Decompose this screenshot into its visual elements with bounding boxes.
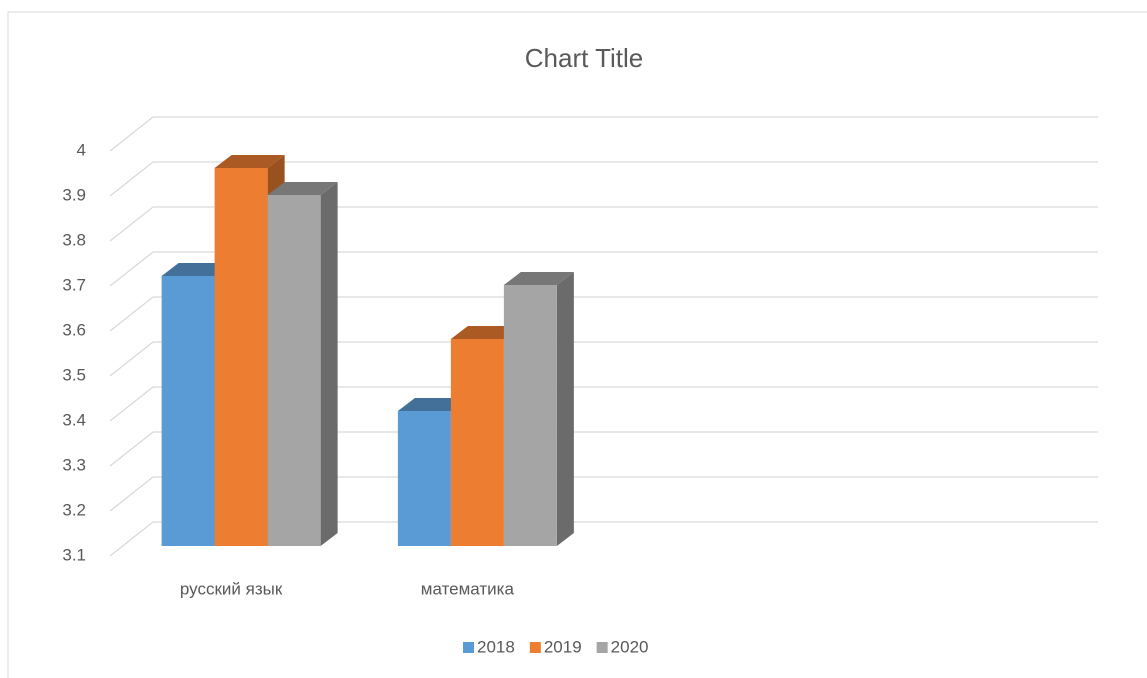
bar-front bbox=[214, 168, 268, 546]
y-tick-label: 3.6 bbox=[62, 320, 86, 339]
y-tick-label: 3.7 bbox=[62, 275, 86, 294]
chart-title: Chart Title bbox=[525, 43, 644, 73]
bar-side bbox=[320, 182, 338, 546]
legend-label: 2020 bbox=[611, 637, 649, 656]
legend-swatch bbox=[529, 642, 541, 653]
y-tick-label: 3.4 bbox=[62, 410, 86, 429]
y-tick-label: 3.8 bbox=[62, 230, 86, 249]
bar-front bbox=[161, 276, 215, 546]
bar-top bbox=[503, 272, 574, 285]
y-tick-label: 3.1 bbox=[62, 545, 86, 564]
legend-label: 2018 bbox=[477, 637, 515, 656]
legend-swatch bbox=[463, 642, 474, 653]
y-tick-label: 3.2 bbox=[62, 500, 86, 519]
bar-top bbox=[450, 326, 521, 339]
grid-line bbox=[109, 296, 154, 332]
y-tick-label: 3.3 bbox=[62, 455, 86, 474]
grid-line bbox=[109, 476, 154, 512]
legend-label: 2019 bbox=[544, 637, 582, 656]
bar-front bbox=[450, 339, 504, 546]
bar-top bbox=[267, 182, 338, 195]
bar-side bbox=[556, 272, 574, 546]
bar-front bbox=[397, 411, 451, 546]
grid-line bbox=[109, 341, 154, 377]
bar bbox=[267, 182, 338, 546]
grid-line bbox=[109, 116, 154, 152]
bar-top bbox=[161, 263, 232, 276]
y-tick-label: 3.9 bbox=[62, 185, 86, 204]
grid-line bbox=[109, 161, 154, 197]
y-tick-label: 4 bbox=[77, 140, 86, 159]
bar-front bbox=[503, 285, 557, 546]
y-tick-label: 3.5 bbox=[62, 365, 86, 384]
bar-top bbox=[397, 398, 468, 411]
grid-line bbox=[109, 251, 154, 287]
grid-line bbox=[109, 206, 154, 242]
grid-line bbox=[109, 386, 154, 422]
bar bbox=[503, 272, 574, 546]
grid-line bbox=[109, 521, 154, 557]
legend-swatch bbox=[596, 642, 608, 653]
x-tick-label: математика bbox=[421, 579, 515, 598]
grid-line bbox=[109, 431, 154, 467]
bar-top bbox=[214, 155, 285, 168]
bar-front bbox=[267, 195, 321, 546]
x-tick-label: русский язык bbox=[180, 579, 283, 598]
